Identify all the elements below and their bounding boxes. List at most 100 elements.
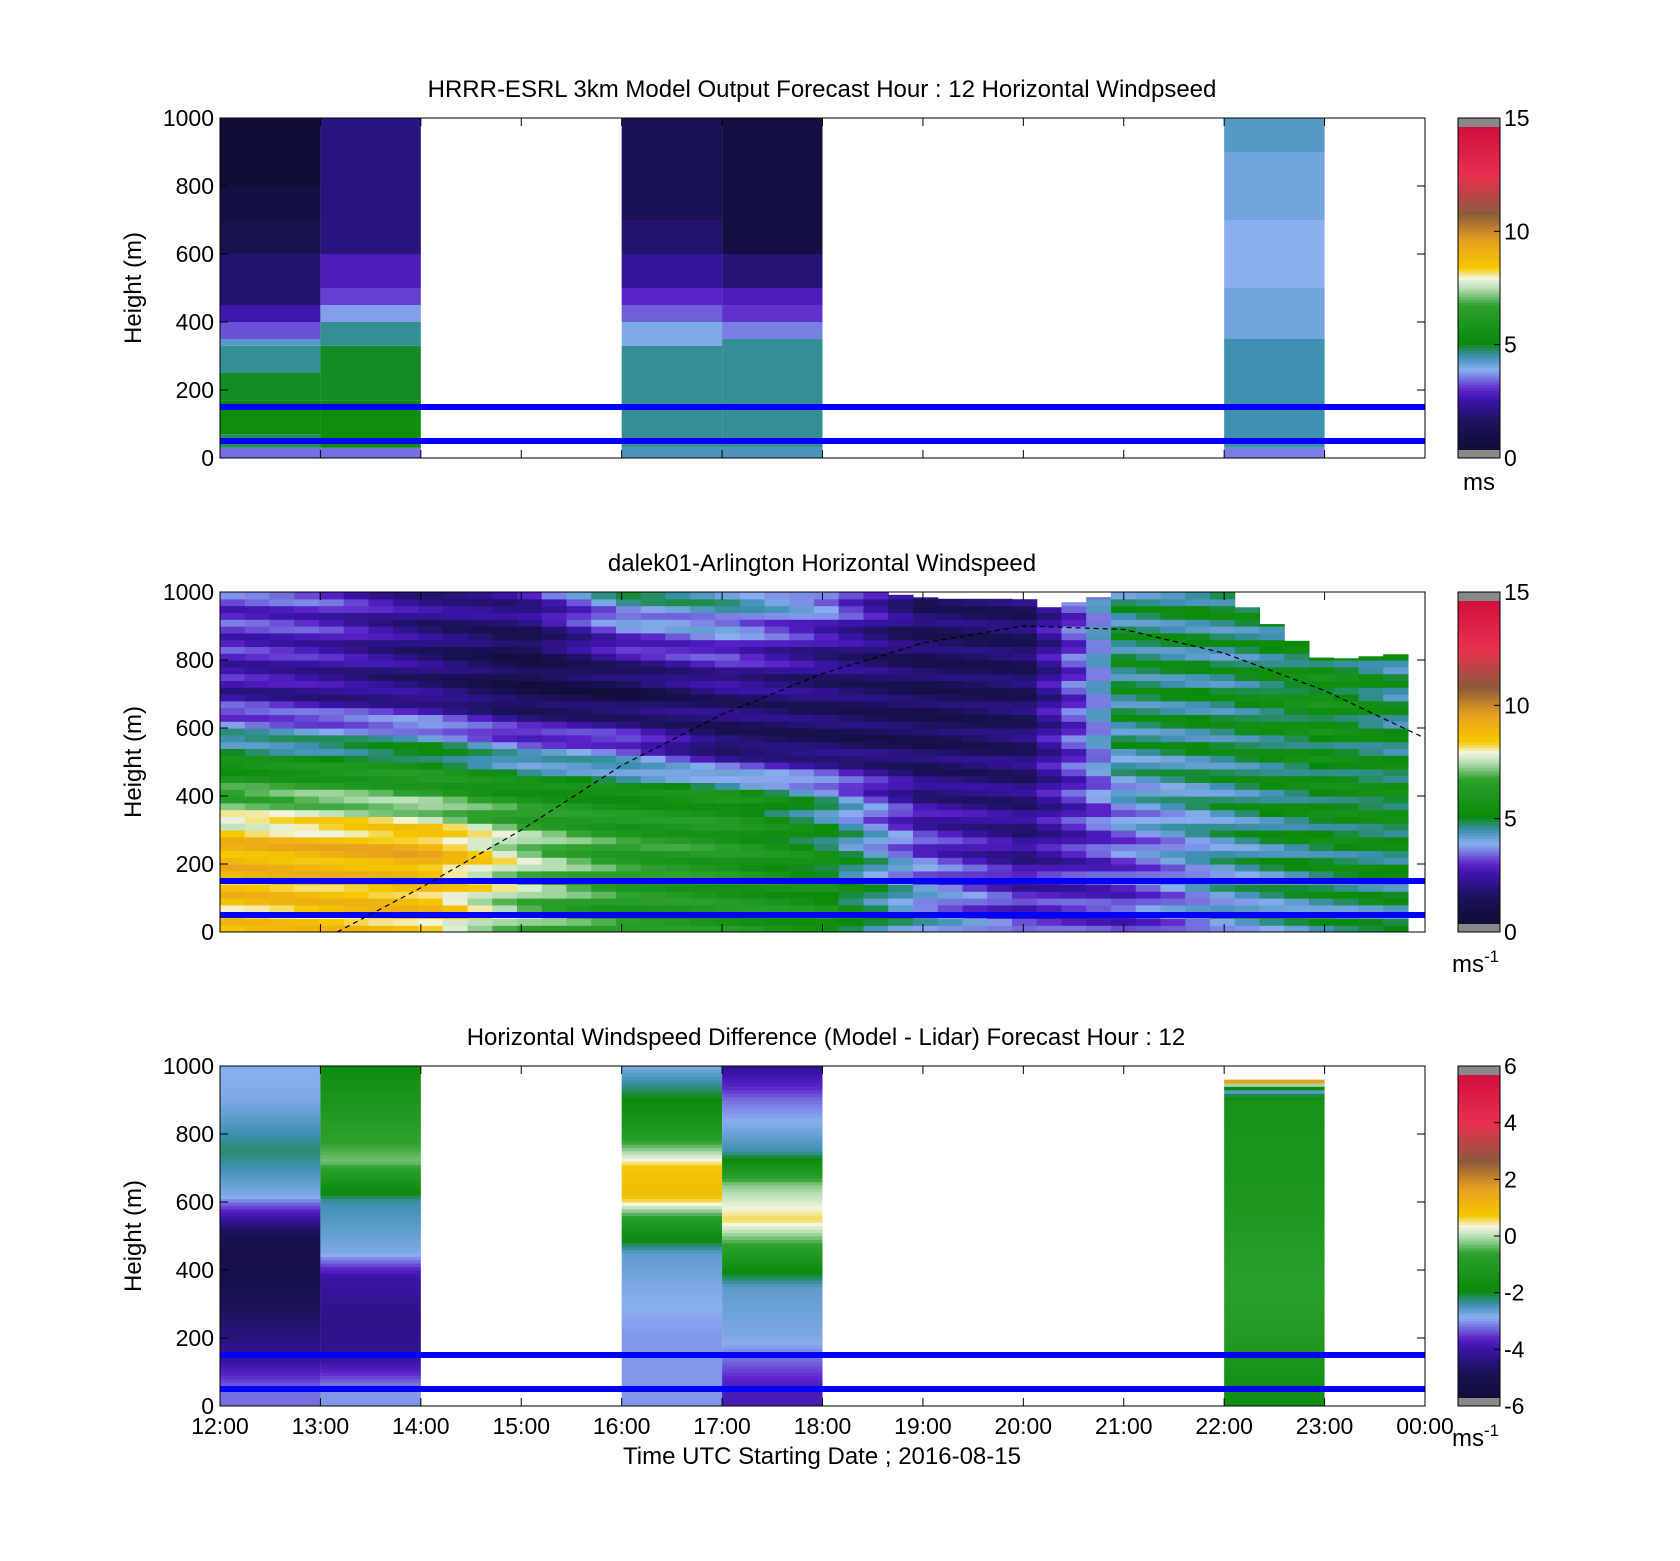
lidar-cell [1284, 694, 1310, 702]
lidar-cell [294, 762, 320, 770]
lidar-cell [566, 707, 592, 715]
difference-cell [1224, 1174, 1325, 1179]
lidar-cell [417, 714, 444, 722]
lidar-cell [1259, 864, 1285, 872]
colorbar-swatch [1458, 1326, 1500, 1330]
difference-cell [722, 1273, 823, 1278]
lidar-cell [1061, 850, 1087, 858]
difference-cell [1224, 1134, 1325, 1138]
lidar-cell [1036, 762, 1063, 770]
difference-cell [1224, 1232, 1325, 1237]
lidar-cell [591, 639, 617, 647]
lidar-cell [1086, 605, 1112, 613]
lidar-cell [1160, 598, 1186, 607]
lidar-cell [714, 864, 741, 872]
difference-cell [621, 1140, 723, 1145]
colorbar-swatch [1458, 1335, 1500, 1339]
lidar-cell [665, 680, 691, 688]
colorbar-swatch [1458, 333, 1500, 337]
lidar-cell [665, 714, 691, 722]
lidar-cell [1011, 632, 1038, 641]
lidar-cell [541, 836, 568, 845]
lidar-cell [987, 891, 1013, 899]
lidar-cell [442, 891, 469, 899]
lidar-cell [690, 884, 716, 892]
lidar-cell [937, 918, 964, 926]
difference-cell [621, 1395, 723, 1400]
model-cell [722, 254, 823, 288]
lidar-cell [789, 646, 815, 654]
lidar-cell [912, 836, 939, 845]
colorbar-swatch [1458, 358, 1500, 363]
lidar-cell [1135, 694, 1162, 702]
colorbar-swatch [1458, 1357, 1500, 1362]
lidar-cell [368, 680, 394, 688]
colorbar-swatch [1458, 163, 1500, 167]
lidar-cell [1234, 802, 1261, 811]
colorbar-swatch [1458, 296, 1500, 300]
lidar-cell [1308, 768, 1335, 777]
lidar-cell [1110, 653, 1137, 661]
lidar-cell [591, 728, 617, 736]
lidar-cell [1209, 741, 1236, 749]
lidar-cell [1259, 816, 1285, 824]
difference-cell [621, 1222, 723, 1227]
lidar-cell [1333, 789, 1360, 797]
lidar-cell [714, 870, 741, 879]
colorbar-swatch [1458, 455, 1500, 459]
lidar-cell [665, 816, 691, 824]
lidar-cell [220, 687, 246, 695]
lidar-cell [1383, 918, 1409, 926]
x-tick-label: 00:00 [1396, 1413, 1454, 1439]
lidar-cell [467, 904, 493, 913]
difference-cell [722, 1314, 823, 1319]
lidar-cell [987, 918, 1013, 926]
lidar-cell [591, 741, 617, 749]
lidar-cell [1061, 918, 1087, 926]
lidar-cell [1086, 694, 1112, 702]
lidar-cell [1061, 843, 1087, 851]
lidar-cell [888, 857, 914, 865]
lidar-cell [1358, 782, 1384, 790]
difference-cell [220, 1168, 321, 1172]
lidar-cell [220, 870, 246, 879]
lidar-cell [640, 714, 667, 722]
lidar-cell [937, 598, 964, 607]
panel-difference-ylabel: Height (m) [120, 1180, 147, 1292]
lidar-cell [294, 728, 320, 736]
lidar-cell [962, 721, 988, 729]
colorbar-frame [1457, 591, 1501, 933]
lidar-cell [937, 816, 964, 824]
lidar-cell [566, 836, 592, 845]
lidar-cell [541, 918, 568, 926]
lidar-cell [1234, 741, 1261, 749]
lidar-cell [1135, 714, 1162, 722]
difference-cell [320, 1188, 421, 1193]
colorbar-swatch [1458, 350, 1500, 354]
lidar-cell [1333, 755, 1360, 763]
lidar-cell [269, 850, 295, 858]
difference-cell [220, 1123, 321, 1128]
lidar-cell [789, 626, 815, 634]
y-tick-label: 800 [176, 173, 214, 199]
lidar-cell [1135, 666, 1162, 675]
difference-cell [1224, 1392, 1325, 1397]
lidar-cell [640, 775, 667, 783]
difference-cell [320, 1259, 421, 1264]
lidar-cell [269, 830, 295, 838]
difference-cell [320, 1093, 421, 1098]
lidar-cell [813, 830, 840, 838]
difference-cell [320, 1283, 421, 1288]
lidar-cell [714, 857, 741, 865]
difference-cell [722, 1164, 823, 1169]
lidar-cell [467, 632, 493, 641]
lidar-cell [1308, 694, 1335, 702]
lidar-cell [442, 789, 469, 797]
lidar-cell [1284, 789, 1310, 797]
lidar-cell [888, 864, 914, 872]
lidar-cell [665, 612, 691, 620]
lidar-cell [220, 755, 246, 763]
difference-cell [320, 1202, 421, 1206]
